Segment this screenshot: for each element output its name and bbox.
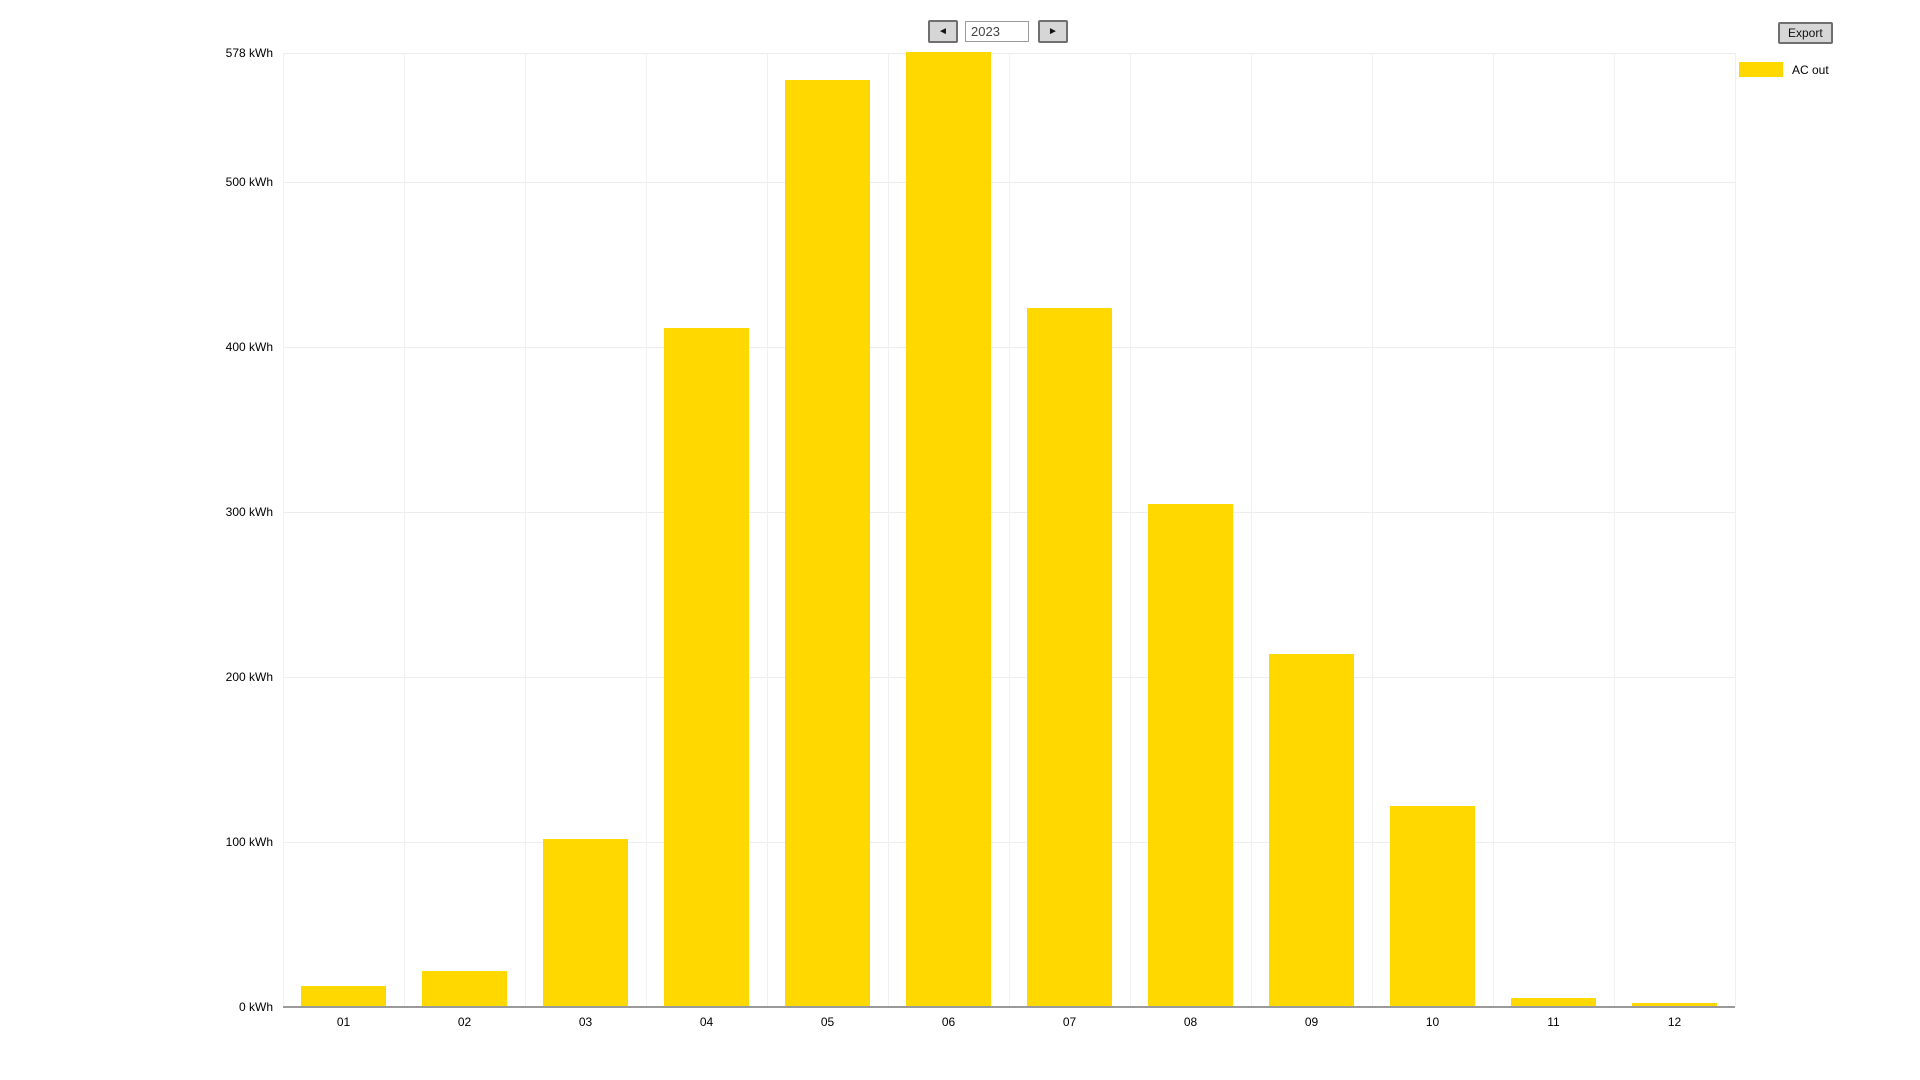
x-axis-label: 02 [457, 1015, 472, 1029]
bar-01[interactable] [301, 986, 386, 1006]
right-arrow-icon: ► [1048, 26, 1058, 37]
y-axis-label: 300 kWh [225, 504, 273, 519]
y-axis-labels: 0 kWh 100 kWh 200 kWh 300 kWh 400 kWh 500 kWh… [0, 46, 277, 1014]
x-axis-label: 11 [1547, 1015, 1560, 1029]
gridline-vertical [283, 53, 284, 1007]
gridline-vertical [525, 53, 526, 1007]
gridline-vertical [1009, 53, 1010, 1007]
gridline-vertical [1372, 53, 1373, 1007]
left-arrow-icon: ◄ [938, 26, 948, 37]
bar-08[interactable] [1148, 504, 1233, 1006]
previous-year-button[interactable]: ◄ [928, 20, 958, 43]
gridline-vertical [888, 53, 889, 1007]
bar-06[interactable] [906, 52, 991, 1006]
gridline-vertical [1251, 53, 1252, 1007]
x-axis-label: 08 [1183, 1015, 1198, 1029]
y-axis-label: 400 kWh [225, 339, 273, 354]
gridline-vertical [1735, 53, 1736, 1007]
gridline-vertical [1130, 53, 1131, 1007]
x-axis-label: 09 [1304, 1015, 1319, 1029]
x-axis-labels: 01 02 03 04 05 06 07 08 09 10 11 12 [283, 1015, 1735, 1031]
gridline-vertical [767, 53, 768, 1007]
bar-12[interactable] [1632, 1002, 1717, 1006]
legend-label: AC out [1792, 63, 1829, 77]
bar-05[interactable] [785, 80, 870, 1006]
bar-03[interactable] [543, 839, 628, 1006]
y-axis-label: 500 kWh [225, 174, 273, 189]
x-axis-label: 07 [1062, 1015, 1077, 1029]
next-year-button[interactable]: ► [1038, 20, 1068, 43]
bar-11[interactable] [1511, 997, 1596, 1006]
bar-04[interactable] [664, 327, 749, 1006]
bar-07[interactable] [1027, 307, 1112, 1006]
x-axis-label: 12 [1667, 1015, 1682, 1029]
y-axis-label: 578 kWh [225, 46, 273, 60]
bar-10[interactable] [1390, 806, 1475, 1006]
y-axis-label: 200 kWh [225, 669, 273, 684]
gridline-vertical [646, 53, 647, 1007]
export-button[interactable]: Export [1778, 22, 1833, 44]
gridline-vertical [404, 53, 405, 1007]
y-axis-label: 100 kWh [225, 834, 273, 849]
y-axis-label: 0 kWh [238, 1000, 273, 1014]
bar-02[interactable] [422, 971, 507, 1006]
x-axis-label: 04 [699, 1015, 714, 1029]
x-axis-label: 10 [1425, 1015, 1440, 1029]
legend-swatch-ac-out [1739, 62, 1783, 77]
x-axis-line [283, 1006, 1735, 1008]
x-axis-label: 05 [820, 1015, 835, 1029]
year-input[interactable] [965, 21, 1029, 42]
x-axis-label: 01 [336, 1015, 351, 1029]
bar-09[interactable] [1269, 654, 1354, 1006]
gridline-vertical [1614, 53, 1615, 1007]
gridline-vertical [1493, 53, 1494, 1007]
x-axis-label: 03 [578, 1015, 593, 1029]
chart-plot-area [283, 52, 1736, 1008]
x-axis-label: 06 [941, 1015, 956, 1029]
